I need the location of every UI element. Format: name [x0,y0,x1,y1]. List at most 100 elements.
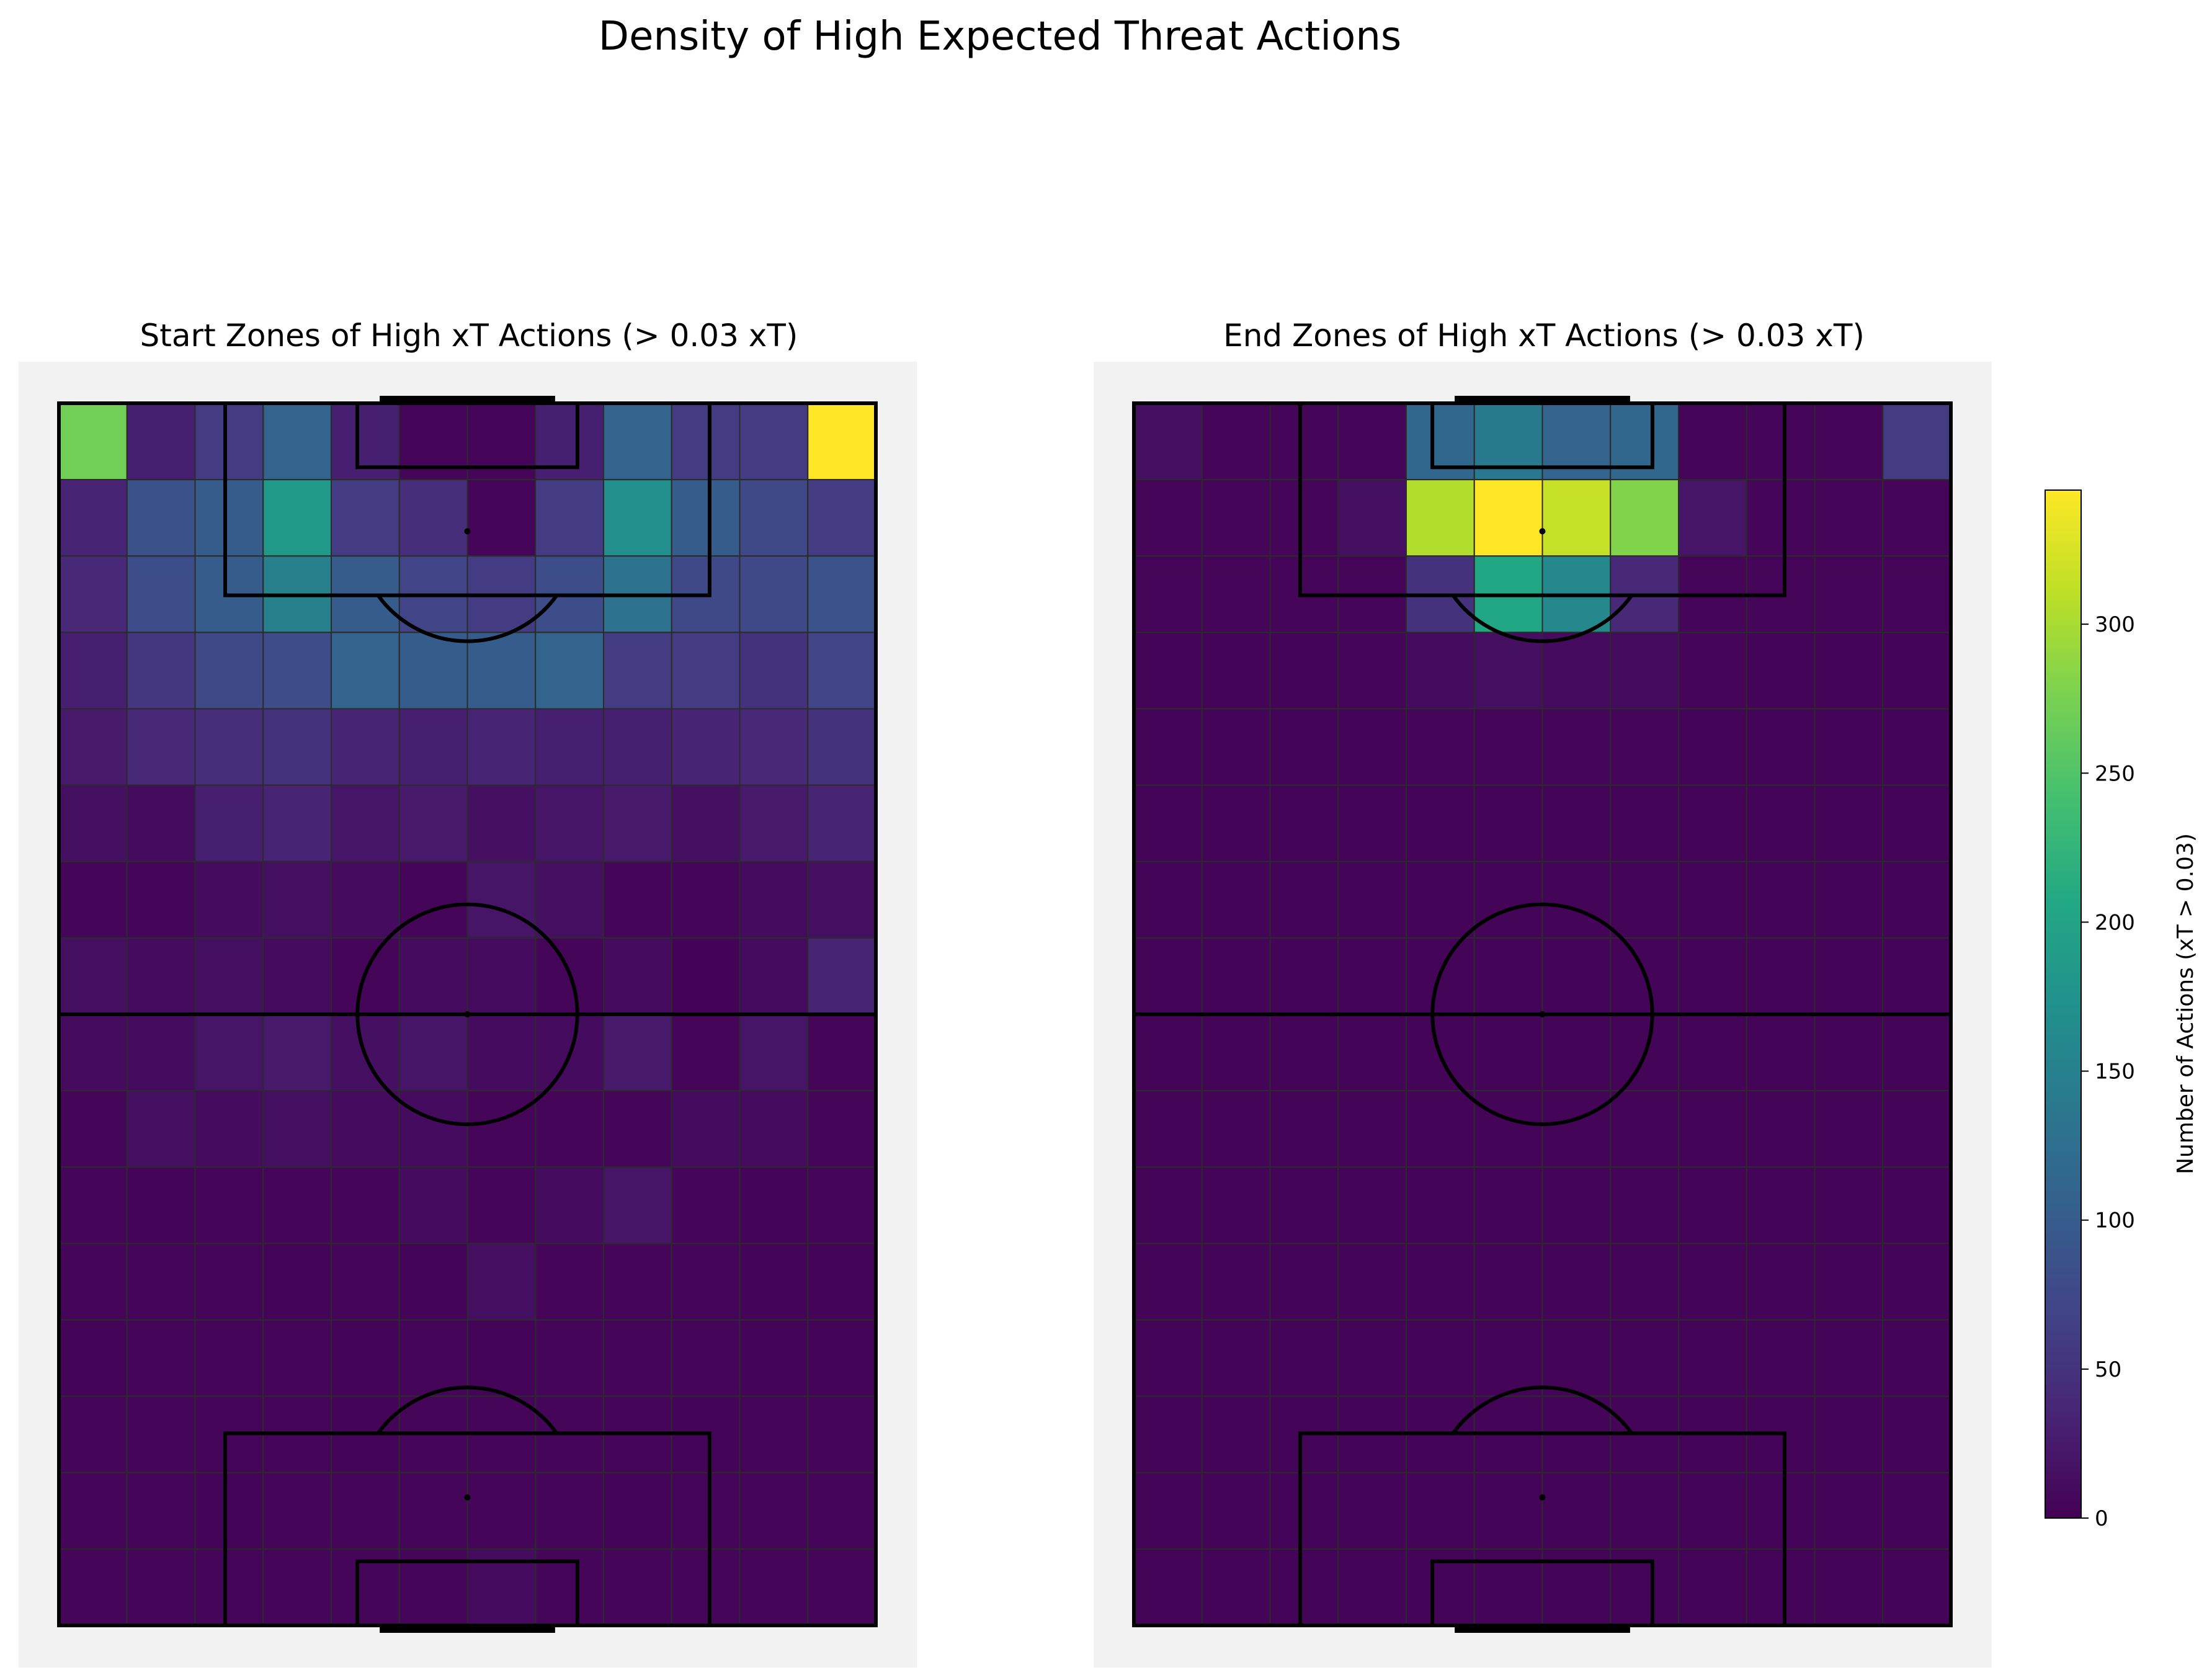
heatmap-cell-1-r6-c4 [1406,860,1475,939]
heatmap-cell-1-r6-c5 [1473,860,1543,939]
penalty-arc-bottom [1451,1385,1634,1435]
heatmap-cell-1-r7-c0 [1133,937,1203,1015]
heatmap-cell-0-r1-c6 [466,479,537,557]
heatmap-cell-1-r11-c10 [1814,1243,1884,1321]
colorbar: 0 50 100 150 200 250 300 Number of Actions (xT… [2045,489,2198,1531]
heatmap-cell-0-r14-c6 [466,1472,537,1550]
heatmap-cell-0-r4-c1 [126,708,196,786]
heatmap-cell-1-r5-c2 [1269,784,1339,862]
heatmap-cell-0-r7-c6 [466,937,537,1015]
heatmap-cell-1-r14-c11 [1882,1472,1951,1550]
heatmap-cell-1-r2-c0 [1133,555,1203,633]
heatmap-cell-0-r7-c2 [194,937,264,1015]
heatmap-cell-0-r5-c7 [535,784,604,862]
heatmap-cell-0-r4-c11 [807,708,876,786]
heatmap-cell-1-r7-c6 [1541,937,1612,1015]
heatmap-cell-0-r0-c2 [194,403,264,481]
heatmap-cell-1-r3-c11 [1882,632,1951,710]
heatmap-cell-0-r12-c2 [194,1319,264,1397]
heatmap-cell-1-r7-c8 [1678,937,1747,1015]
heatmap-cell-0-r3-c7 [535,632,604,710]
end-zones-pitch [1094,362,1992,1668]
heatmap-cell-1-r15-c8 [1678,1548,1747,1626]
colorbar-tick-label-150: 150 [2095,1060,2135,1084]
heatmap-cell-1-r9-c11 [1882,1090,1951,1168]
heatmap-cell-1-r14-c9 [1746,1472,1816,1550]
heatmap-cell-1-r3-c4 [1406,632,1475,710]
heatmap-cell-1-r3-c0 [1133,632,1203,710]
heatmap-cell-1-r11-c0 [1133,1243,1203,1321]
heatmap-cell-1-r5-c11 [1882,784,1951,862]
heatmap-cell-1-r8-c11 [1882,1014,1951,1092]
heatmap-cell-0-r3-c3 [262,632,332,710]
heatmap-cell-1-r4-c9 [1746,708,1816,786]
heatmap-cell-0-r3-c10 [739,632,809,710]
heatmap-cell-0-r6-c11 [807,860,876,939]
penalty-spot-bottom [1539,1494,1546,1501]
heatmap-cell-0-r6-c10 [739,860,809,939]
heatmap-cell-0-r13-c0 [58,1395,128,1473]
heatmap-cell-0-r3-c1 [126,632,196,710]
heatmap-cell-0-r11-c9 [671,1243,741,1321]
heatmap-cell-0-r2-c10 [739,555,809,633]
colorbar-gradient [2045,489,2082,1519]
heatmap-cell-0-r6-c8 [603,860,672,939]
heatmap-cell-0-r10-c10 [739,1166,809,1244]
heatmap-cell-1-r5-c5 [1473,784,1543,862]
heatmap-cell-0-r14-c9 [671,1472,741,1550]
heatmap-cell-0-r6-c9 [671,860,741,939]
heatmap-cell-1-r10-c2 [1269,1166,1339,1244]
heatmap-cell-0-r0-c10 [739,403,809,481]
heatmap-cell-0-r4-c2 [194,708,264,786]
heatmap-cell-0-r9-c11 [807,1090,876,1168]
heatmap-cell-1-r1-c7 [1610,479,1679,557]
heatmap-cell-1-r10-c9 [1746,1166,1816,1244]
heatmap-cell-0-r1-c10 [739,479,809,557]
heatmap-cell-0-r10-c1 [126,1166,196,1244]
heatmap-cell-0-r4-c9 [671,708,741,786]
heatmap-cell-0-r4-c10 [739,708,809,786]
heatmap-cell-0-r1-c7 [535,479,604,557]
heatmap-cell-1-r3-c1 [1201,632,1271,710]
heatmap-cell-1-r9-c1 [1201,1090,1271,1168]
heatmap-cell-0-r14-c8 [603,1472,672,1550]
heatmap-cell-1-r4-c5 [1473,708,1543,786]
heatmap-cell-1-r10-c11 [1882,1166,1951,1244]
heatmap-cell-1-r8-c2 [1269,1014,1339,1092]
heatmap-cell-1-r6-c1 [1201,860,1271,939]
heatmap-cell-0-r1-c2 [194,479,264,557]
heatmap-cell-0-r0-c11 [807,403,876,481]
heatmap-cell-0-r11-c7 [535,1243,604,1321]
heatmap-cell-0-r12-c0 [58,1319,128,1397]
heatmap-cell-0-r4-c4 [331,708,400,786]
heatmap-cell-1-r12-c10 [1814,1319,1884,1397]
heatmap-cell-1-r0-c11 [1882,403,1951,481]
heatmap-cell-0-r1-c11 [807,479,876,557]
heatmap-cell-1-r9-c8 [1678,1090,1747,1168]
heatmap-cell-0-r12-c8 [603,1319,672,1397]
heatmap-cell-1-r11-c8 [1678,1243,1747,1321]
heatmap-cell-0-r8-c8 [603,1014,672,1092]
heatmap-cell-1-r14-c5 [1473,1472,1543,1550]
heatmap-cell-1-r6-c8 [1678,860,1747,939]
heatmap-cell-0-r8-c11 [807,1014,876,1092]
heatmap-cell-1-r15-c1 [1201,1548,1271,1626]
heatmap-cell-1-r1-c11 [1882,479,1951,557]
colorbar-tick-label-300: 300 [2095,612,2135,637]
heatmap-cell-1-r3-c8 [1678,632,1747,710]
heatmap-cell-1-r5-c6 [1541,784,1612,862]
heatmap-cell-1-r0-c1 [1201,403,1271,481]
heatmap-cell-1-r2-c1 [1201,555,1271,633]
heatmap-cell-1-r11-c7 [1610,1243,1679,1321]
heatmap-cell-1-r11-c9 [1746,1243,1816,1321]
colorbar-tick-label-0: 0 [2095,1506,2108,1531]
heatmap-cell-1-r4-c4 [1406,708,1475,786]
heatmap-cell-0-r12-c9 [671,1319,741,1397]
heatmap-cell-0-r3-c8 [603,632,672,710]
heatmap-cell-0-r10-c4 [331,1166,400,1244]
colorbar-tick-label-250: 250 [2095,761,2135,786]
heatmap-cell-1-r5-c9 [1746,784,1816,862]
heatmap-cell-0-r10-c6 [466,1166,537,1244]
heatmap-cell-0-r3-c9 [671,632,741,710]
